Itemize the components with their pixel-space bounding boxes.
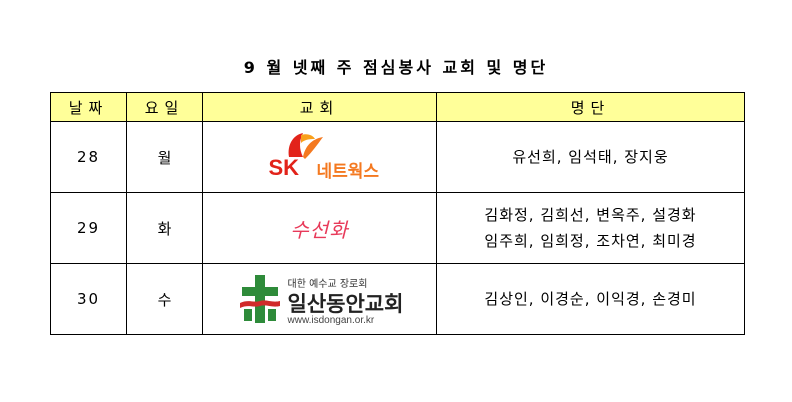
sk-networks-logo: SK 네트웍스 xyxy=(245,129,395,185)
day-cell: 월 xyxy=(126,121,203,193)
date-cell: 29 xyxy=(50,192,127,264)
roster-line: 김화정, 김희선, 변옥주, 설경화 xyxy=(484,206,697,224)
table-row: 29 화 수선화 김화정, 김희선, 변옥주, 설경화 임주희, 임희정, 조차… xyxy=(50,192,745,264)
header-roster: 명단 xyxy=(436,92,745,122)
roster-line: 임주희, 임희정, 조차연, 최미경 xyxy=(484,232,697,250)
header-church: 교회 xyxy=(202,92,437,122)
roster-line: 유선희, 임석태, 장지웅 xyxy=(512,148,669,166)
church-cell: SK 네트웍스 xyxy=(202,121,437,193)
day-cell: 화 xyxy=(126,192,203,264)
sk-sub-text: 네트웍스 xyxy=(316,162,380,182)
ilsan-dongan-church-logo: 대한 예수교 장로회 일산동안교회 www.isdongan.or.kr xyxy=(236,269,404,329)
church-cell: 대한 예수교 장로회 일산동안교회 www.isdongan.or.kr xyxy=(202,263,437,335)
roster-cell: 유선희, 임석태, 장지웅 xyxy=(436,121,745,193)
roster-line: 김상인, 이경순, 이익경, 손경미 xyxy=(484,290,697,308)
church-cell: 수선화 xyxy=(202,192,437,264)
table-row: 30 수 대한 예수교 장로회 일산동안교회 www.isdongan.or.k… xyxy=(50,263,745,335)
table-header-row: 날짜 요일 교회 명단 xyxy=(50,92,745,122)
date-cell: 28 xyxy=(50,121,127,193)
church-denomination-text: 대한 예수교 장로회 xyxy=(287,279,368,290)
sk-butterfly-icon xyxy=(288,133,323,159)
page-title: 9 월 넷째 주 점심봉사 교회 및 명단 xyxy=(243,58,549,77)
table-row: 28 월 SK 네트웍스 유선희, 임석태, 장지웅 xyxy=(50,121,745,193)
church-name-text: 일산동안교회 xyxy=(287,292,404,316)
susinhwa-logo: 수선화 xyxy=(290,217,349,242)
roster-cell: 김상인, 이경순, 이익경, 손경미 xyxy=(436,263,745,335)
day-cell: 수 xyxy=(126,263,203,335)
sk-brand-text: SK xyxy=(268,155,300,180)
header-day: 요일 xyxy=(126,92,203,122)
church-url-text: www.isdongan.or.kr xyxy=(287,315,375,326)
cross-icon xyxy=(239,275,280,323)
header-date: 날짜 xyxy=(50,92,127,122)
date-cell: 30 xyxy=(50,263,127,335)
roster-cell: 김화정, 김희선, 변옥주, 설경화 임주희, 임희정, 조차연, 최미경 xyxy=(436,192,745,264)
volunteer-roster-table: 날짜 요일 교회 명단 28 월 SK 네트웍스 xyxy=(50,92,745,335)
